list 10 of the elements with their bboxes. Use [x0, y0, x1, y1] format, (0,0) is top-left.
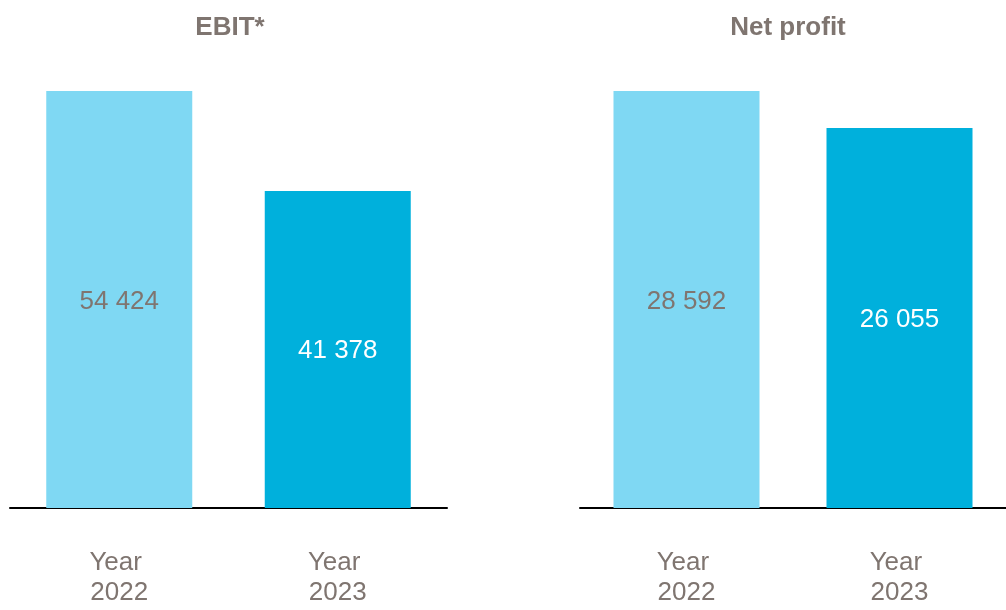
data-label: 41 378 [297, 334, 378, 365]
data-label: 28 592 [646, 284, 727, 315]
x-tick-label: Year 2023 [869, 546, 930, 606]
data-label: 54 424 [79, 284, 160, 315]
chart-title: EBIT* [195, 11, 266, 41]
data-label: 26 055 [859, 303, 940, 333]
chart-title: Net profit [730, 11, 847, 41]
x-tick-label: Year 2023 [307, 546, 368, 606]
x-tick-label: Year 2022 [656, 546, 717, 606]
x-tick-label: Year 2022 [89, 546, 150, 606]
